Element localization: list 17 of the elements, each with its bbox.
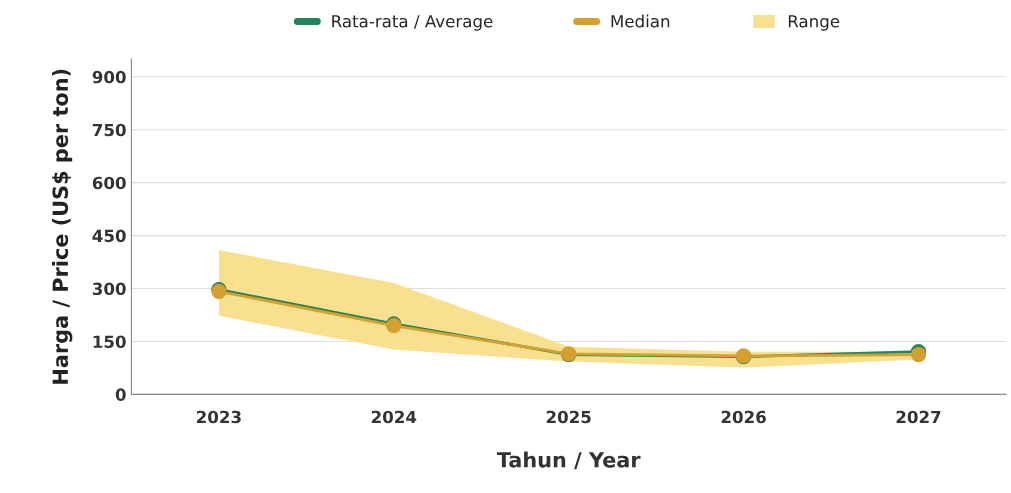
x-tick-label: 2025: [546, 410, 591, 424]
y-tick-label: 300: [92, 282, 126, 296]
x-tick-label: 2024: [371, 410, 417, 424]
x-axis-title: Tahun / Year: [496, 451, 641, 470]
y-tick-label: 0: [115, 388, 126, 401]
legend-label: Range: [788, 15, 840, 31]
y-tick-label: 150: [93, 335, 126, 349]
x-tick-label: 2027: [896, 410, 941, 424]
y-tick-label: 900: [92, 70, 126, 84]
x-tick-label: 2023: [197, 410, 241, 424]
y-tick-label: 600: [92, 176, 126, 190]
y-tick-label: 450: [92, 229, 126, 243]
y-axis-title: Harga / Price (US$ per ton): [52, 69, 73, 384]
legend-label: Rata-rata / Average: [332, 15, 493, 31]
legend-label: Median: [611, 14, 670, 28]
x-tick-label: 2026: [721, 410, 766, 424]
y-tick-label: 750: [92, 123, 126, 137]
